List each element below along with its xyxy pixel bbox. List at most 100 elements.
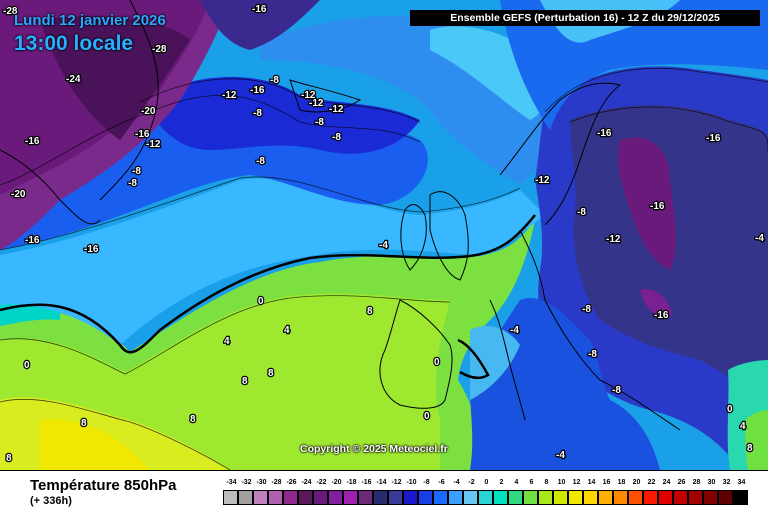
isotherm-label: -28 [152,44,167,55]
scale-tick-label: -10 [406,479,417,486]
isotherm-label: -16 [25,136,40,147]
scale-swatch [298,490,313,505]
forecast-time: 13:00 locale [14,32,134,55]
isotherm-label: -8 [612,385,621,396]
scale-swatch [283,490,298,505]
scale-tick-label: -20 [331,479,342,486]
isotherm-minus8 [0,94,421,186]
isotherm-label: 0 [424,411,430,422]
scale-tick-label: 8 [544,479,549,486]
isotherm-label: -16 [25,235,40,246]
scale-swatch [328,490,343,505]
scale-tick-label: -16 [361,479,372,486]
scale-tick-label: 30 [707,479,716,486]
isotherm-label: -12 [222,90,237,101]
scale-swatch [583,490,598,505]
isotherm-label: 8 [268,368,274,379]
scale-swatch [718,490,733,505]
isotherm-label: 4 [740,421,746,432]
scale-tick-label: -28 [271,479,282,486]
britain-coast [429,191,469,281]
isotherm-label: 8 [81,418,87,429]
scale-tick-label: 20 [632,479,641,486]
iceland-coast [289,79,362,113]
scale-swatch [628,490,643,505]
zero-isotherm-alps [457,338,490,380]
iberia-coast [379,299,453,409]
isotherm-plus4 [0,295,451,375]
scale-tick-label: -22 [316,479,327,486]
scale-swatch [658,490,673,505]
isotherm-label: 0 [434,357,440,368]
isotherm-label: -16 [252,4,267,15]
isotherm-label: -8 [332,132,341,143]
scale-tick-label: -12 [391,479,402,486]
italy-coast [489,299,526,421]
scale-tick-label: -18 [346,479,357,486]
isotherm-label: -8 [270,75,279,86]
isotherm-label: 8 [242,376,248,387]
isotherm-label: -16 [654,310,669,321]
band-minus4 [0,178,545,345]
isotherm-label: -12 [146,139,161,150]
forecast-date: Lundi 12 janvier 2026 [14,12,166,29]
scale-swatch [703,490,718,505]
isotherm-label: -12 [329,104,344,115]
isotherm-label: 0 [258,296,264,307]
scale-swatch [688,490,703,505]
scale-tick-label: -34 [226,479,237,486]
scale-tick-label: 14 [587,479,596,486]
scale-swatch [613,490,628,505]
scale-swatch [478,490,493,505]
field-name: Température 850hPa [30,477,177,494]
isotherm-plus8 [0,398,231,470]
scale-tick-label: -8 [423,479,430,486]
scale-tick-label: 6 [529,479,534,486]
lead-time: (+ 336h) [30,495,72,507]
scale-tick-label: -30 [256,479,267,486]
scale-swatch [373,490,388,505]
isotherm-label: -8 [256,156,265,167]
scale-swatch [388,490,403,505]
scale-tick-label: -4 [453,479,460,486]
isotherm-lines [0,68,768,470]
scale-tick-label: 34 [737,479,746,486]
scale-tick-label: 2 [499,479,504,486]
isotherm-label: 8 [367,306,373,317]
isotherm-label: -20 [141,106,156,117]
isotherm-label: -12 [301,90,316,101]
isotherm-label: -4 [510,325,519,336]
scale-swatch [733,490,748,505]
scale-swatch [568,490,583,505]
scale-swatch [448,490,463,505]
isotherm-label: -4 [379,240,388,251]
isotherm-label: -8 [582,304,591,315]
temperature-map: -28 -16 -28 -24 -12 -16 -8 -8 -12 -12 -12 -20 -16 -12… [0,0,768,470]
model-run-info: Ensemble GEFS (Perturbation 16) - 12 Z d… [410,10,760,26]
isotherm-label: 0 [727,404,733,415]
isotherm-label: 4 [224,336,230,347]
scale-tick-label: 12 [572,479,581,486]
isotherm-label: -24 [66,74,81,85]
scale-swatch [313,490,328,505]
isotherm-label: -8 [253,108,262,119]
north-cold-strip [200,0,320,50]
isotherm-minus4 [0,176,521,251]
cold-pool-purple [618,137,676,270]
scale-tick-label: 4 [514,479,519,486]
isotherm-label: 4 [284,325,290,336]
scale-tick-label: 24 [662,479,671,486]
isotherm-label: 8 [190,414,196,425]
scale-swatch [268,490,283,505]
se-warm-area [745,410,768,470]
cold-pool-purple-south [640,289,672,317]
footer-bar: Température 850hPa (+ 336h) -34 -32 -30 -28… [0,470,768,513]
scale-tick-label: -14 [376,479,387,486]
isotherm-label: -8 [132,166,141,177]
ireland-coast [400,204,427,271]
scale-swatch [238,490,253,505]
scale-tick-label: -32 [241,479,252,486]
scale-swatch [403,490,418,505]
isotherm-label: -16 [650,201,665,212]
